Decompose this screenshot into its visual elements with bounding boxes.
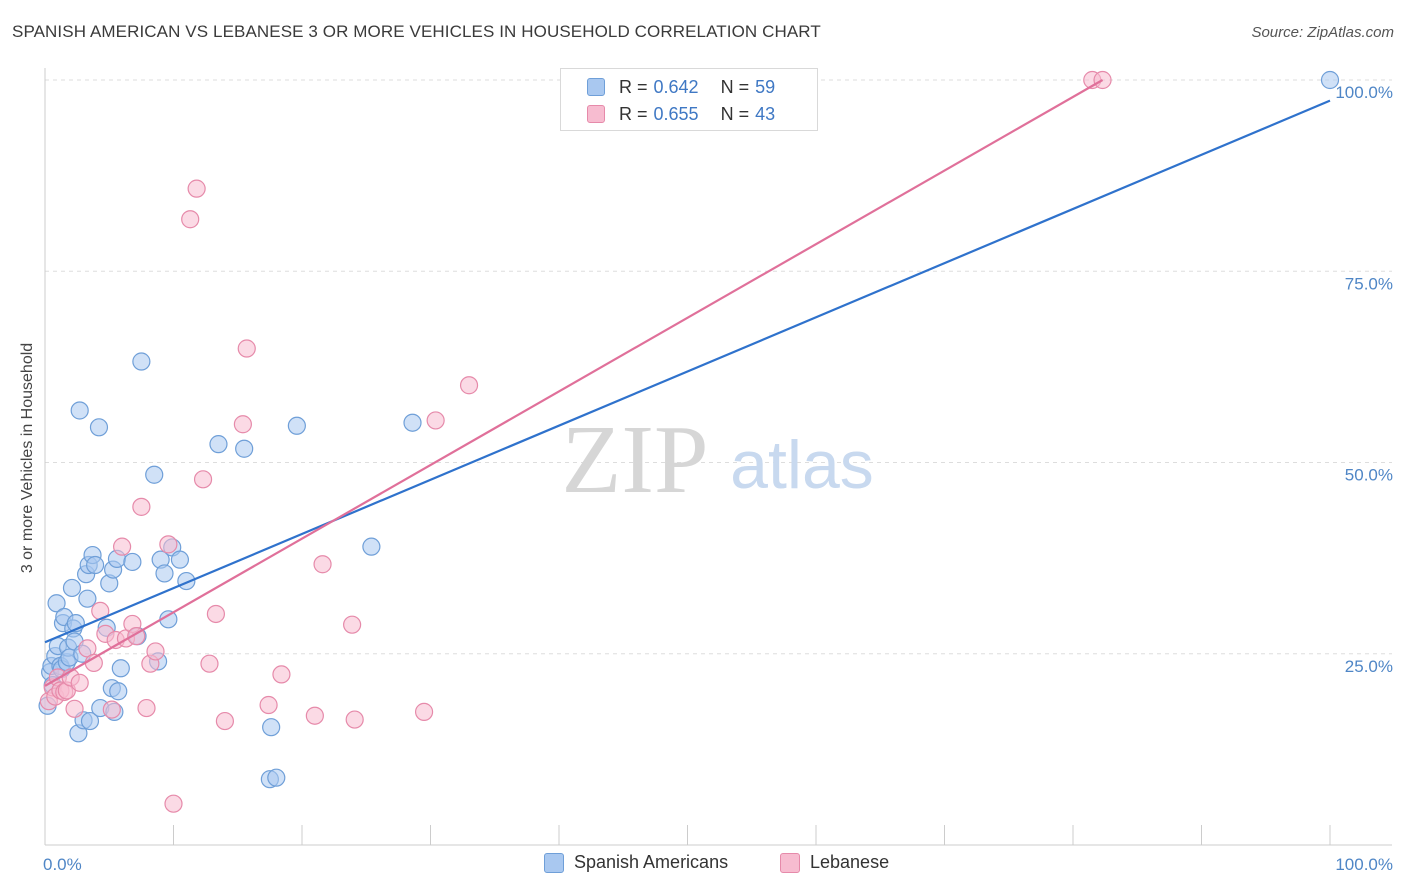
- lebanese-legend-swatch: [780, 852, 800, 873]
- lebanese-point: [159, 535, 178, 554]
- r-label: R =: [619, 103, 648, 124]
- grid-lines: [45, 79, 1392, 655]
- lebanese-point: [305, 706, 324, 725]
- spanish-legend-swatch: [544, 852, 564, 873]
- spanish-point: [155, 564, 174, 583]
- chart-title: SPANISH AMERICAN VS LEBANESE 3 OR MORE V…: [12, 22, 821, 41]
- lebanese-point: [459, 376, 479, 395]
- spanish-point: [78, 589, 97, 608]
- lebanese-point: [132, 497, 151, 516]
- lebanese-point: [112, 537, 132, 556]
- x-tick-labels: 0.0% 100.0%: [43, 855, 1393, 874]
- legend-item-lebanese: Lebanese: [780, 852, 889, 873]
- lebanese-trend-line: [44, 79, 1104, 687]
- spanish-point: [70, 401, 89, 420]
- spanish-point: [170, 550, 190, 569]
- spanish-point: [362, 537, 381, 556]
- axes: [44, 68, 1392, 846]
- y-tick-label: 50.0%: [1345, 466, 1393, 485]
- spanish-point: [80, 711, 100, 731]
- lebanese-point: [414, 702, 434, 721]
- lebanese-point: [313, 555, 332, 574]
- legend-label-lebanese: Lebanese: [810, 852, 890, 872]
- legend-label-spanish: Spanish Americans: [574, 852, 729, 872]
- lebanese-point: [102, 700, 121, 719]
- lebanese-point: [70, 673, 89, 692]
- spanish-point: [287, 416, 306, 435]
- spanish-point: [235, 439, 254, 458]
- spanish-point: [209, 435, 228, 454]
- lebanese-point: [146, 642, 165, 661]
- lebanese-point: [237, 339, 256, 358]
- n-label: N =: [720, 103, 750, 124]
- legend-item-spanish-americans: Spanish Americans: [544, 852, 728, 873]
- x-tick-label: 100.0%: [1335, 855, 1393, 874]
- y-axis-label: 3 or more Vehicles in Household: [19, 342, 36, 574]
- lebanese-point: [343, 615, 362, 634]
- stats-legend: R = 0.642 N = 59 R = 0.655 N = 43: [560, 68, 818, 131]
- lebanese-point: [200, 654, 219, 673]
- spanish-point: [47, 594, 66, 613]
- watermark-zip: ZIP: [562, 406, 709, 514]
- spanish-point: [86, 555, 105, 575]
- lebanese-point: [187, 179, 206, 198]
- lebanese-point: [164, 794, 183, 813]
- lebanese-point: [345, 710, 364, 729]
- r-label: R =: [619, 76, 648, 97]
- lebanese-point: [193, 470, 213, 489]
- n-value: 43: [755, 103, 776, 124]
- y-tick-labels: 25.0% 50.0% 75.0% 100.0%: [1335, 83, 1393, 676]
- x-tick-label: 0.0%: [43, 855, 82, 874]
- spanish-point: [145, 465, 164, 484]
- lebanese-swatch: [587, 105, 605, 123]
- spanish-point: [1320, 70, 1340, 90]
- watermark-atlas: atlas: [730, 427, 874, 503]
- stats-legend-row-spanish: R = 0.642 N = 59: [587, 75, 775, 99]
- spanish-trend-line: [44, 99, 1331, 644]
- stats-legend-row-lebanese: R = 0.655 N = 43: [587, 102, 775, 126]
- y-tick-label: 75.0%: [1345, 274, 1393, 293]
- spanish-point: [267, 768, 286, 787]
- y-tick-label: 25.0%: [1345, 657, 1393, 676]
- spanish-point: [262, 718, 281, 737]
- lebanese-point: [426, 411, 445, 430]
- watermark: ZIP atlas: [562, 406, 874, 514]
- spanish-point: [109, 682, 128, 701]
- lebanese-point: [272, 665, 291, 684]
- lebanese-point: [215, 711, 234, 731]
- lebanese-point: [137, 698, 156, 718]
- spanish-point: [132, 352, 151, 371]
- spanish-point: [403, 413, 422, 432]
- spanish-point: [89, 418, 109, 437]
- data-points: [38, 70, 1340, 813]
- lebanese-point: [259, 695, 278, 715]
- r-value: 0.642: [653, 76, 699, 97]
- spanish-point: [111, 659, 130, 678]
- spanish-point: [62, 578, 82, 598]
- r-value: 0.655: [653, 103, 699, 124]
- n-label: N =: [720, 76, 750, 97]
- lebanese-point: [206, 604, 226, 624]
- trend-lines: [44, 79, 1331, 687]
- series-legend: Spanish Americans Lebanese: [0, 852, 1406, 876]
- y-tick-label: 100.0%: [1335, 83, 1393, 102]
- source-label: Source: ZipAtlas.com: [1251, 24, 1394, 41]
- spanish-point: [123, 552, 142, 572]
- lebanese-point: [233, 415, 252, 434]
- lebanese-point: [181, 210, 200, 229]
- lebanese-point: [65, 699, 84, 718]
- spanish-swatch: [587, 78, 605, 96]
- n-value: 59: [755, 76, 776, 97]
